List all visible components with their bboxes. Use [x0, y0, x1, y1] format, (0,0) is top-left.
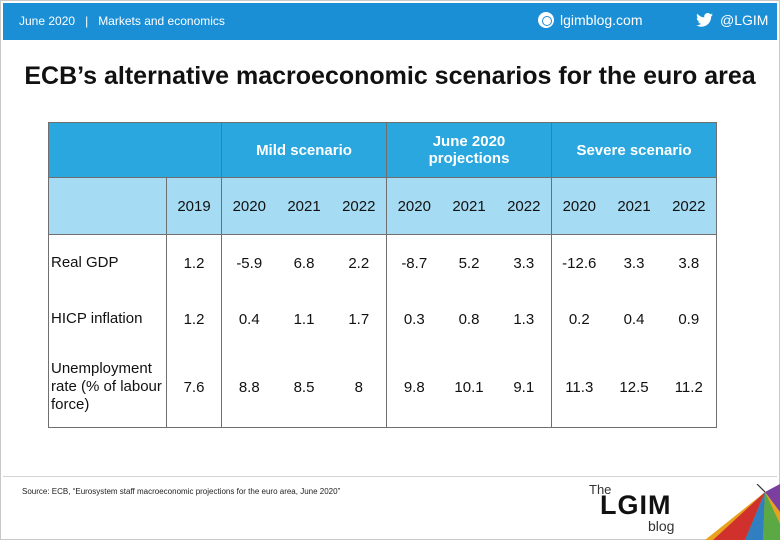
top-bar: June 2020 | Markets and economics lgimblog…	[3, 3, 777, 40]
table-cell: 8.8	[221, 347, 277, 428]
group-header-severe: Severe scenario	[551, 122, 717, 178]
year-header: 2021	[606, 177, 662, 235]
scenario-table: Mild scenario June 2020 projections Seve…	[48, 122, 717, 428]
table-cell: 11.3	[551, 347, 607, 428]
table-cell: 1.2	[166, 234, 222, 291]
table-cell: 1.2	[166, 291, 222, 347]
table-cell: -8.7	[386, 234, 442, 291]
umbrella-logo-icon	[705, 484, 780, 540]
logo-blog: blog	[648, 518, 675, 534]
site-link[interactable]: lgimblog.com	[538, 12, 642, 28]
table-cell: 0.8	[458, 310, 480, 328]
table-cell: 0.2	[551, 291, 607, 347]
logo-lgim: LGIM	[600, 490, 672, 520]
site-label: lgimblog.com	[560, 12, 643, 28]
table-cell: 8.5	[276, 347, 332, 428]
table-cell: 7.6	[166, 347, 222, 428]
table-cell: 9.8	[386, 347, 442, 428]
table-cell: 1.1	[293, 310, 315, 328]
table-cell: -5.9	[221, 234, 277, 291]
table-cell: 1.7	[331, 291, 387, 347]
table-cell: 5.2	[458, 254, 480, 272]
table-cell: 0.4	[623, 310, 645, 328]
table-cell: -12.6	[551, 234, 607, 291]
year-header: 2022	[331, 177, 387, 235]
table-cell: 6.8	[293, 254, 315, 272]
table-cell: 0.3	[386, 291, 442, 347]
header-date: June 2020	[19, 14, 76, 28]
table-row: Real GDP 1.2 -5.9 6.8 2.2 -8.7 5.2 3.3 -…	[48, 234, 717, 291]
table-cell: 10.1	[441, 347, 497, 428]
table-cell: 3.8	[661, 234, 717, 291]
year-header: 2021	[441, 177, 497, 235]
footer-divider	[3, 476, 777, 477]
year-header: 2022	[661, 177, 717, 235]
year-header: 2020	[221, 177, 277, 235]
twitter-link[interactable]: @LGIM	[696, 12, 768, 28]
table-cell: 1.3	[496, 291, 552, 347]
year-header: 2021	[276, 177, 332, 235]
table-cell: 12.5	[606, 347, 662, 428]
year-header: 2022	[496, 177, 552, 235]
table-cell: 3.3	[623, 254, 645, 272]
header-separator: |	[85, 14, 89, 28]
year-header: 2020	[386, 177, 442, 235]
table-cell: 0.9	[661, 291, 717, 347]
group-header-mild: Mild scenario	[221, 122, 387, 178]
globe-icon	[538, 12, 554, 28]
twitter-handle: @LGIM	[720, 12, 769, 28]
year-header-2019: 2019	[166, 177, 222, 235]
header-section[interactable]: Markets and economics	[98, 14, 225, 28]
table-year-header-row: 2019 2020 2021 2022 2020 2021 2022 2020 …	[48, 177, 717, 235]
year-header: 2020	[551, 177, 607, 235]
table-cell: 0.4	[221, 291, 277, 347]
row-label-hicp-inflation: HICP inflation	[48, 291, 167, 347]
year-header-corner	[48, 177, 167, 235]
logo-the: The	[589, 482, 612, 497]
table-cell: 3.3	[496, 234, 552, 291]
page-title: ECB’s alternative macroeconomic scenario…	[24, 62, 756, 90]
table-corner-cell	[48, 122, 222, 178]
table-row: Unemployment rate (% of labour force) 7.…	[48, 347, 717, 428]
table-group-header-row: Mild scenario June 2020 projections Seve…	[48, 122, 717, 178]
breadcrumb: June 2020 | Markets and economics	[19, 14, 225, 28]
table-cell: 8	[331, 347, 387, 428]
group-header-june-projections: June 2020 projections	[386, 122, 552, 178]
table-cell: 11.2	[661, 347, 717, 428]
twitter-bird-icon	[696, 13, 713, 27]
row-label-real-gdp: Real GDP	[48, 234, 167, 291]
table-cell: 9.1	[496, 347, 552, 428]
table-row: HICP inflation 1.2 0.4 1.1 1.7 0.3 0.8 1…	[48, 291, 717, 347]
source-note: Source: ECB, “Eurosystem staff macroecon…	[22, 487, 341, 496]
row-label-unemployment-rate: Unemployment rate (% of labour force)	[48, 347, 167, 428]
table-cell: 2.2	[331, 234, 387, 291]
